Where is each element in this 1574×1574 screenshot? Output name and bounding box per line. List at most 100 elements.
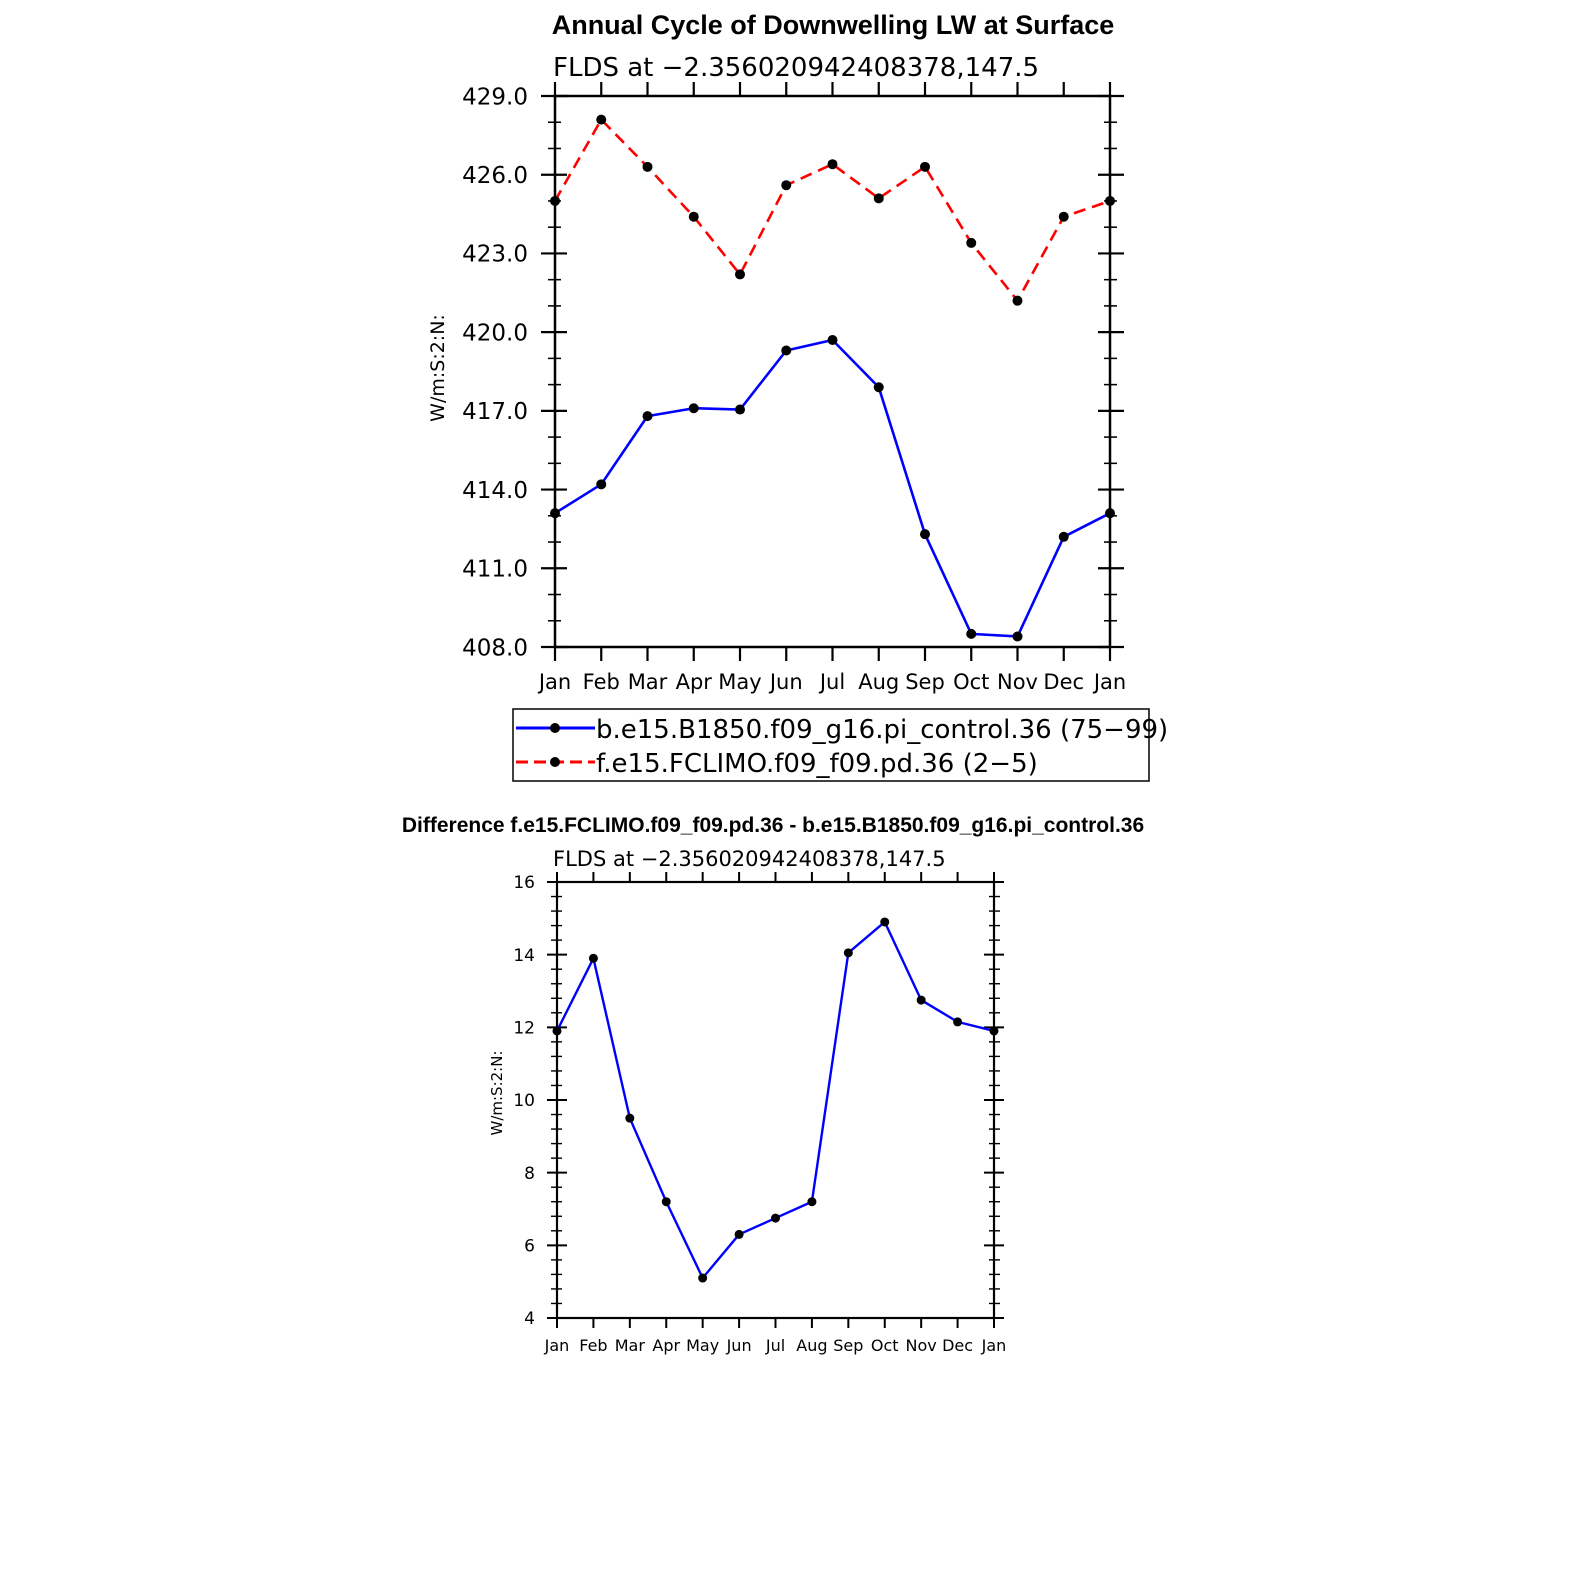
series-1-point xyxy=(807,1197,817,1207)
x-tick-label: Mar xyxy=(628,670,668,694)
series-1-point xyxy=(735,404,745,415)
series-line-1 xyxy=(554,338,1111,638)
series-2-point xyxy=(781,180,792,191)
series-1-point xyxy=(596,479,607,490)
series-line-2 xyxy=(553,118,1111,302)
series-2-point xyxy=(966,237,977,248)
x-tick-label: Apr xyxy=(676,670,713,694)
series-2-point xyxy=(1058,211,1069,222)
y-tick-label: 426.0 xyxy=(462,163,528,189)
plot-frame xyxy=(555,880,996,1320)
series-1-point xyxy=(1105,508,1115,519)
series-1-point xyxy=(642,411,653,422)
y-tick-label: 414.0 xyxy=(462,478,528,504)
x-tick-label: Nov xyxy=(997,670,1038,694)
x-tick-label: Aug xyxy=(796,1336,827,1355)
series-2-point xyxy=(1012,295,1023,306)
legend-label-series-1: b.e15.B1850.f09_g16.pi_control.36 (75−99… xyxy=(596,715,1168,745)
legend-marker-series-1 xyxy=(550,723,560,733)
chart2-plot: Jan Feb Mar Apr May Jun Jul Aug Sep Oct Nov Dec Jan 4… xyxy=(513,872,1006,1355)
y-tick-label: 4 xyxy=(524,1309,535,1329)
y-tick-label: 429.0 xyxy=(462,84,528,110)
series-1-point xyxy=(781,345,792,356)
x-tick-label: Jun xyxy=(726,1336,752,1355)
chart1-subtitle: FLDS at −2.356020942408378,147.5 xyxy=(553,53,1039,83)
series-1-point xyxy=(916,995,926,1005)
series-1-point xyxy=(771,1213,780,1223)
y-tick-label: 408.0 xyxy=(462,635,528,661)
series-1-point xyxy=(1012,631,1023,642)
series-1-point xyxy=(625,1113,635,1123)
y-tick-label: 423.0 xyxy=(462,242,528,268)
x-tick-label: Jun xyxy=(768,670,803,694)
y-tick-label: 16 xyxy=(513,873,535,893)
series-2-point xyxy=(827,159,838,170)
x-tick-label: Apr xyxy=(652,1336,680,1355)
y-tick-label: 417.0 xyxy=(462,399,528,425)
series-2-point xyxy=(1105,195,1115,206)
y-tick-label: 420.0 xyxy=(462,320,528,346)
series-2-point xyxy=(596,114,607,125)
x-tick-label: Jan xyxy=(1092,670,1126,694)
x-tick-label: May xyxy=(718,670,761,694)
plot-frame xyxy=(553,94,1112,649)
legend-label-series-2: f.e15.FCLIMO.f09_f09.pd.36 (2−5) xyxy=(596,749,1038,779)
series-1-point xyxy=(661,1197,671,1207)
series-1-point xyxy=(552,1026,562,1036)
x-tick-label: Sep xyxy=(833,1336,863,1355)
x-tick-label: Mar xyxy=(615,1336,646,1355)
series-1-point xyxy=(588,953,598,963)
y-tick-label: 6 xyxy=(524,1236,535,1256)
legend-marker-series-2 xyxy=(550,757,560,767)
chart1-ylabel: W/m:S:2:N: xyxy=(427,314,449,422)
series-1-point xyxy=(550,508,560,519)
chart2-subtitle: FLDS at −2.356020942408378,147.5 xyxy=(553,847,946,871)
series-2-point xyxy=(920,161,930,172)
series-2-point xyxy=(688,211,699,222)
series-1-point xyxy=(880,917,890,927)
x-tick-label: Feb xyxy=(579,1336,607,1355)
legend-box xyxy=(512,708,1150,782)
x-tick-label: Jan xyxy=(537,670,571,694)
series-2-point xyxy=(642,161,653,172)
x-tick-label: Jul xyxy=(818,670,845,694)
series-1-point xyxy=(827,335,838,346)
x-tick-label: Sep xyxy=(905,670,945,694)
x-tick-label: Dec xyxy=(1043,670,1084,694)
x-tick-label: Jul xyxy=(765,1336,785,1355)
chart2-title: Difference f.e15.FCLIMO.f09_f09.pd.36 - … xyxy=(402,814,1144,837)
series-2-point xyxy=(735,269,745,280)
series-1-point xyxy=(698,1273,708,1283)
chart1-legend: b.e15.B1850.f09_g16.pi_control.36 (75−99… xyxy=(512,708,1168,782)
x-tick-label: Feb xyxy=(583,670,620,694)
series-1-point xyxy=(873,382,884,393)
series-1-point xyxy=(953,1017,963,1027)
series-line-1 xyxy=(555,920,995,1280)
series-2-point xyxy=(550,195,560,206)
series-2-point xyxy=(873,193,884,204)
series-1-point xyxy=(920,529,930,540)
y-tick-label: 10 xyxy=(513,1091,535,1111)
series-1-point xyxy=(1058,531,1069,542)
x-tick-label: Oct xyxy=(953,670,989,694)
x-tick-label: Oct xyxy=(871,1336,899,1355)
series-1-point xyxy=(688,403,699,414)
chart1-title: Annual Cycle of Downwelling LW at Surfac… xyxy=(552,10,1115,40)
x-tick-label: Jan xyxy=(544,1336,570,1355)
chart2-ylabel: W/m:S:2:N: xyxy=(488,1051,506,1136)
x-tick-label: Nov xyxy=(906,1336,937,1355)
y-tick-label: 12 xyxy=(513,1018,535,1038)
y-tick-label: 411.0 xyxy=(462,557,528,583)
series-1-point xyxy=(966,628,977,639)
x-tick-label: Aug xyxy=(858,670,899,694)
x-tick-label: Jan xyxy=(981,1336,1007,1355)
x-tick-label: Dec xyxy=(942,1336,973,1355)
chart1-plot: Jan Feb Mar Apr May Jun Jul Aug Sep Oct Nov Dec Jan 4… xyxy=(462,82,1126,694)
series-1-point xyxy=(734,1229,744,1239)
y-tick-label: 8 xyxy=(524,1164,535,1184)
series-1-point xyxy=(989,1026,999,1036)
y-tick-label: 14 xyxy=(513,946,535,966)
series-1-point xyxy=(843,948,853,958)
x-tick-label: May xyxy=(686,1336,719,1355)
